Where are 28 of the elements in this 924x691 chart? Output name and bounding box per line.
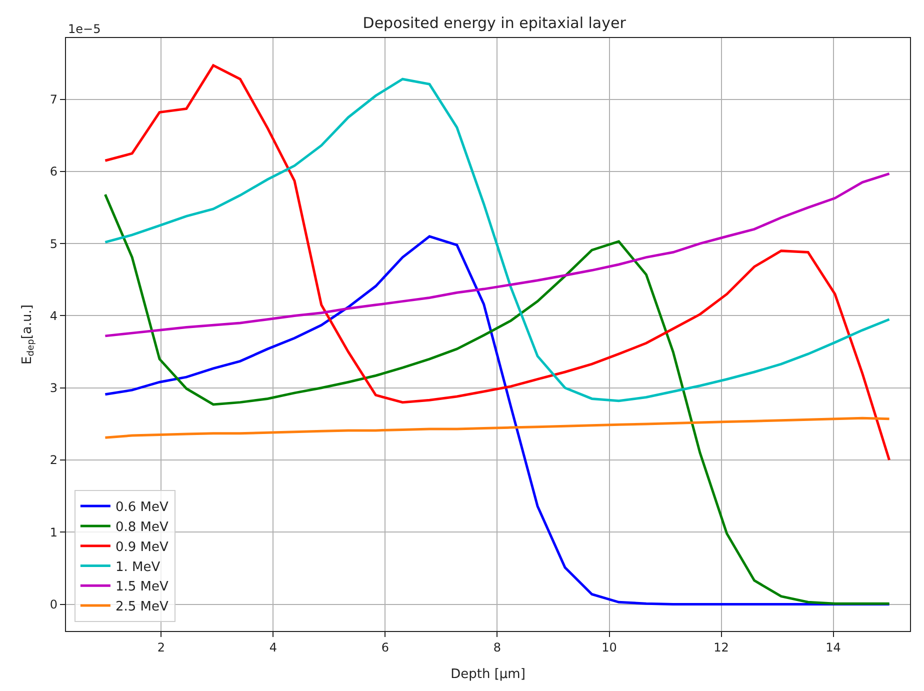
text: 1e−5 [68, 22, 101, 36]
line-series [104, 78, 891, 402]
x-tick-label: 6 [381, 640, 390, 654]
legend-label: 0.8 MeV [115, 520, 168, 536]
y-tick-label: 7 [50, 92, 58, 107]
chart-title: Deposited energy in epitaxial layer [362, 14, 627, 32]
line-series [104, 172, 891, 338]
y-tick-label: 2 [50, 453, 58, 468]
legend-label: 0.9 MeV [115, 540, 168, 555]
legend-label: 1. MeV [115, 560, 160, 575]
x-tick-label: 4 [269, 640, 278, 654]
x-axis-title: Depth [μm] [450, 667, 526, 682]
y-tick-label: 3 [50, 381, 58, 396]
x-tick-label: 10 [602, 640, 617, 654]
y-tick-label: 5 [50, 236, 58, 251]
y-tick-label: 6 [50, 164, 58, 179]
legend-label: 1.5 MeV [115, 580, 168, 595]
x-tick-label: 12 [714, 640, 729, 654]
legend-label: 2.5 MeV [115, 600, 168, 615]
y-tick-label: 0 [50, 598, 58, 612]
x-tick-label: 2 [157, 640, 166, 654]
x-tick-label: 8 [493, 640, 502, 654]
line-series [104, 64, 891, 462]
y-tick-label: 1 [50, 525, 58, 540]
y-tick-label: 4 [50, 308, 58, 323]
line-series [104, 416, 891, 439]
legend-label: 0.6 MeV [115, 500, 168, 516]
x-tick-label: 14 [826, 640, 841, 654]
